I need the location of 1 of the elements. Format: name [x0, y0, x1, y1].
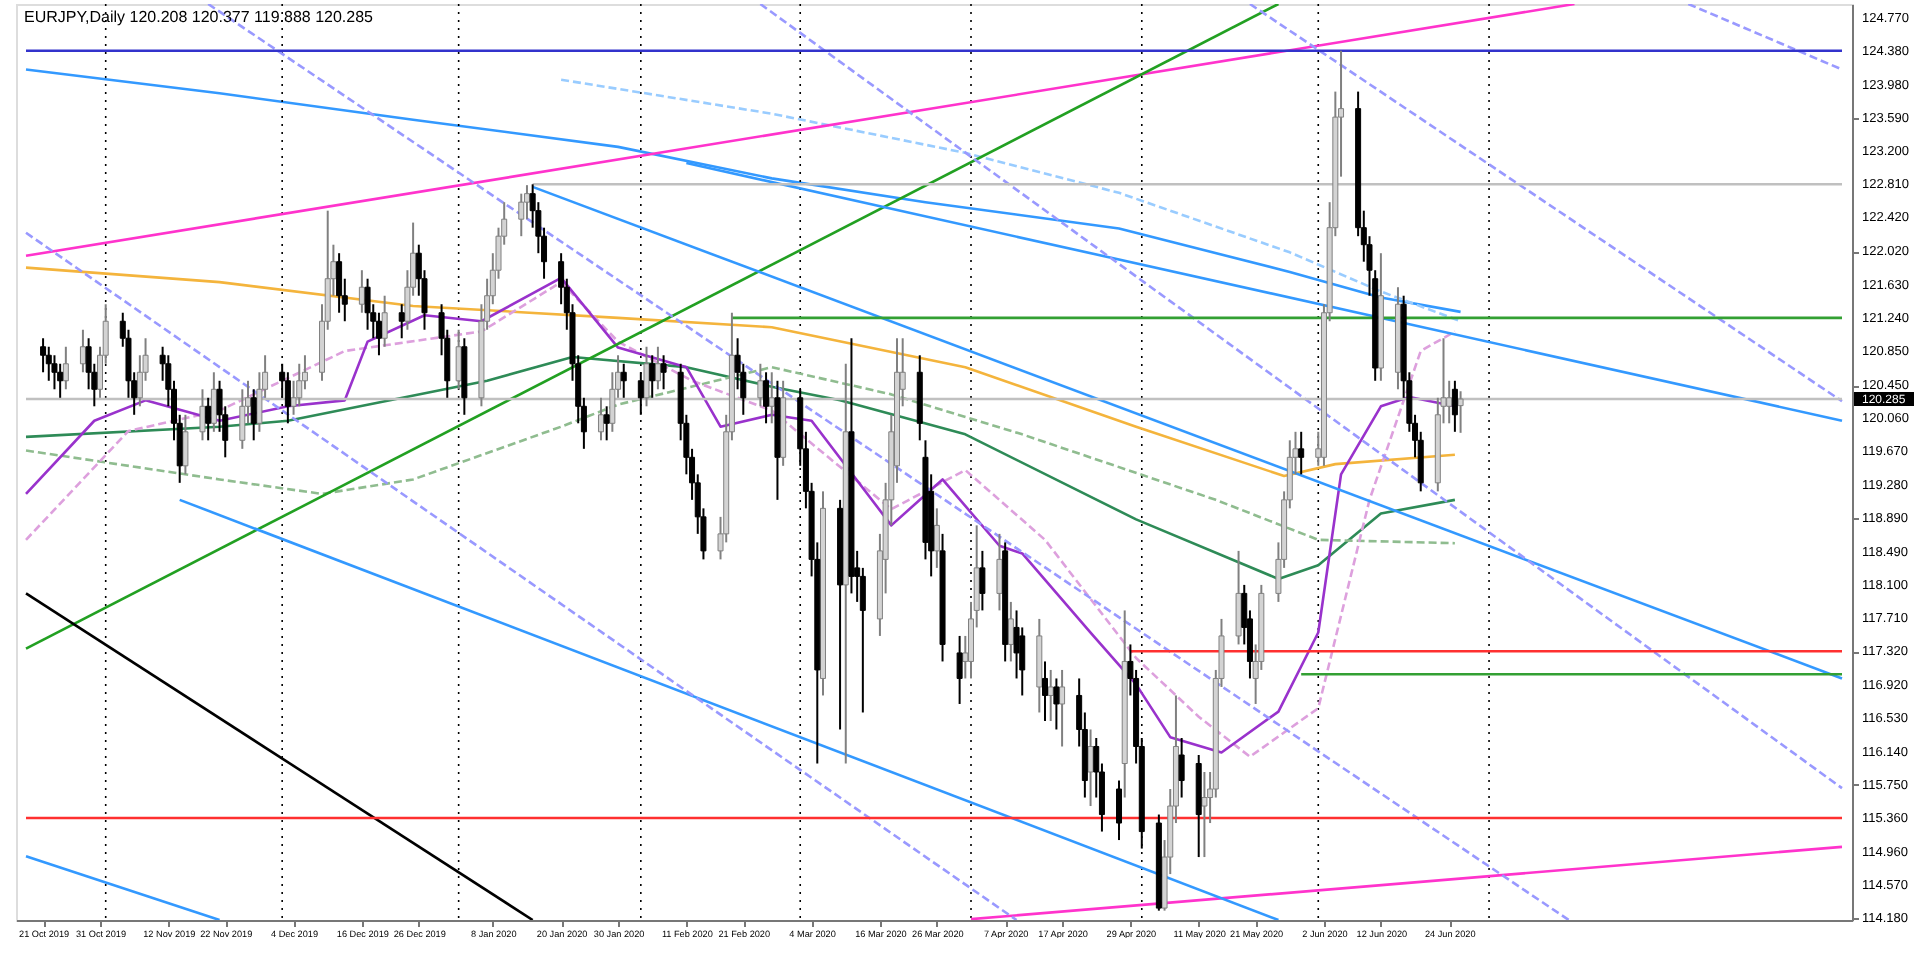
chart-title: EURJPY,Daily 120.208 120.377 119.888 120.285 [24, 8, 375, 26]
